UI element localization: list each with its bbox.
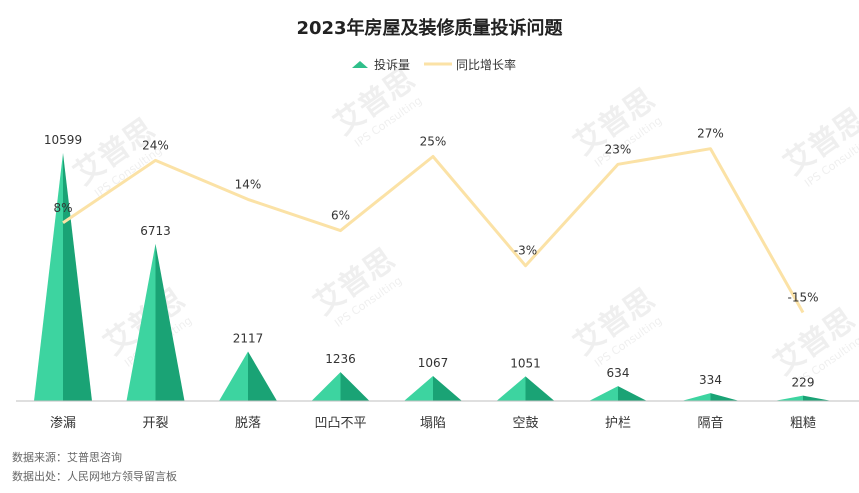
category-label: 隔音 xyxy=(697,415,723,431)
bar-face-left xyxy=(681,393,711,401)
bar-face-right xyxy=(63,153,92,401)
bar-face-left xyxy=(774,395,803,401)
growth-line-layer xyxy=(62,147,805,314)
bar xyxy=(126,243,185,401)
bar xyxy=(404,376,462,401)
bar xyxy=(589,386,647,401)
bar-face-right xyxy=(525,376,555,401)
bar xyxy=(311,372,370,401)
bar-face-right xyxy=(433,376,462,401)
legend-label-complaints: 投诉量 xyxy=(374,57,410,72)
growth-value-label: 14% xyxy=(235,177,262,191)
bar-face-left xyxy=(34,153,63,401)
category-label: 凹凸不平 xyxy=(314,416,366,431)
bar xyxy=(496,376,555,401)
category-label: 脱落 xyxy=(235,416,261,431)
bar xyxy=(219,351,277,401)
bar-face-left xyxy=(404,376,433,401)
bar-value-label: 1051 xyxy=(510,356,541,370)
category-label: 护栏 xyxy=(605,416,631,431)
source-origin-note: 数据出处：人民网地方领导留言板 xyxy=(12,470,177,483)
bar-face-right xyxy=(618,386,647,401)
growth-value-label: -3% xyxy=(514,244,537,258)
growth-line xyxy=(62,147,805,314)
legend: 投诉量 同比增长率 xyxy=(352,57,516,72)
bar-face-left xyxy=(589,386,618,401)
category-label: 粗糙 xyxy=(790,416,816,431)
labels: 10599 渗漏 6713 开裂 2117 脱落 1236 凹凸不平 1067 塌陷 1051 空鼓 6… xyxy=(44,127,819,431)
growth-value-label: -15% xyxy=(787,291,818,305)
bar-value-label: 634 xyxy=(607,366,630,380)
bar-face-right xyxy=(248,351,277,401)
bar xyxy=(681,393,740,401)
growth-value-label: 23% xyxy=(605,142,632,156)
growth-value-label: 8% xyxy=(53,201,72,215)
legend-marker-complaints xyxy=(352,61,368,68)
category-label: 空鼓 xyxy=(512,416,538,431)
bar-face-right xyxy=(803,395,832,401)
growth-value-label: 24% xyxy=(142,138,169,152)
bar-face-left xyxy=(311,372,341,401)
bar-value-label: 6713 xyxy=(140,224,171,238)
growth-value-label: 25% xyxy=(420,135,447,149)
bar-value-label: 1236 xyxy=(325,352,356,366)
bar-value-label: 10599 xyxy=(44,133,82,147)
bar-face-left xyxy=(126,243,156,401)
growth-value-label: 6% xyxy=(331,209,350,223)
bar xyxy=(774,395,832,401)
category-label: 开裂 xyxy=(142,416,168,431)
bar-face-left xyxy=(219,351,248,401)
bar-face-right xyxy=(340,372,370,401)
bar-face-right xyxy=(155,243,185,401)
bar-face-right xyxy=(710,393,740,401)
bar xyxy=(34,153,92,401)
chart-title: 2023年房屋及装修质量投诉问题 xyxy=(296,17,563,39)
bar-value-label: 334 xyxy=(699,373,722,387)
bar-value-label: 229 xyxy=(792,376,815,390)
bar-face-left xyxy=(496,376,526,401)
source-note: 数据来源：艾普思咨询 xyxy=(12,451,122,464)
growth-value-label: 27% xyxy=(697,127,724,141)
bar-value-label: 2117 xyxy=(233,331,264,345)
legend-label-growth: 同比增长率 xyxy=(456,57,516,72)
category-label: 渗漏 xyxy=(50,415,76,431)
category-label: 塌陷 xyxy=(420,416,446,431)
bar-value-label: 1067 xyxy=(418,356,449,370)
bars xyxy=(34,153,832,401)
